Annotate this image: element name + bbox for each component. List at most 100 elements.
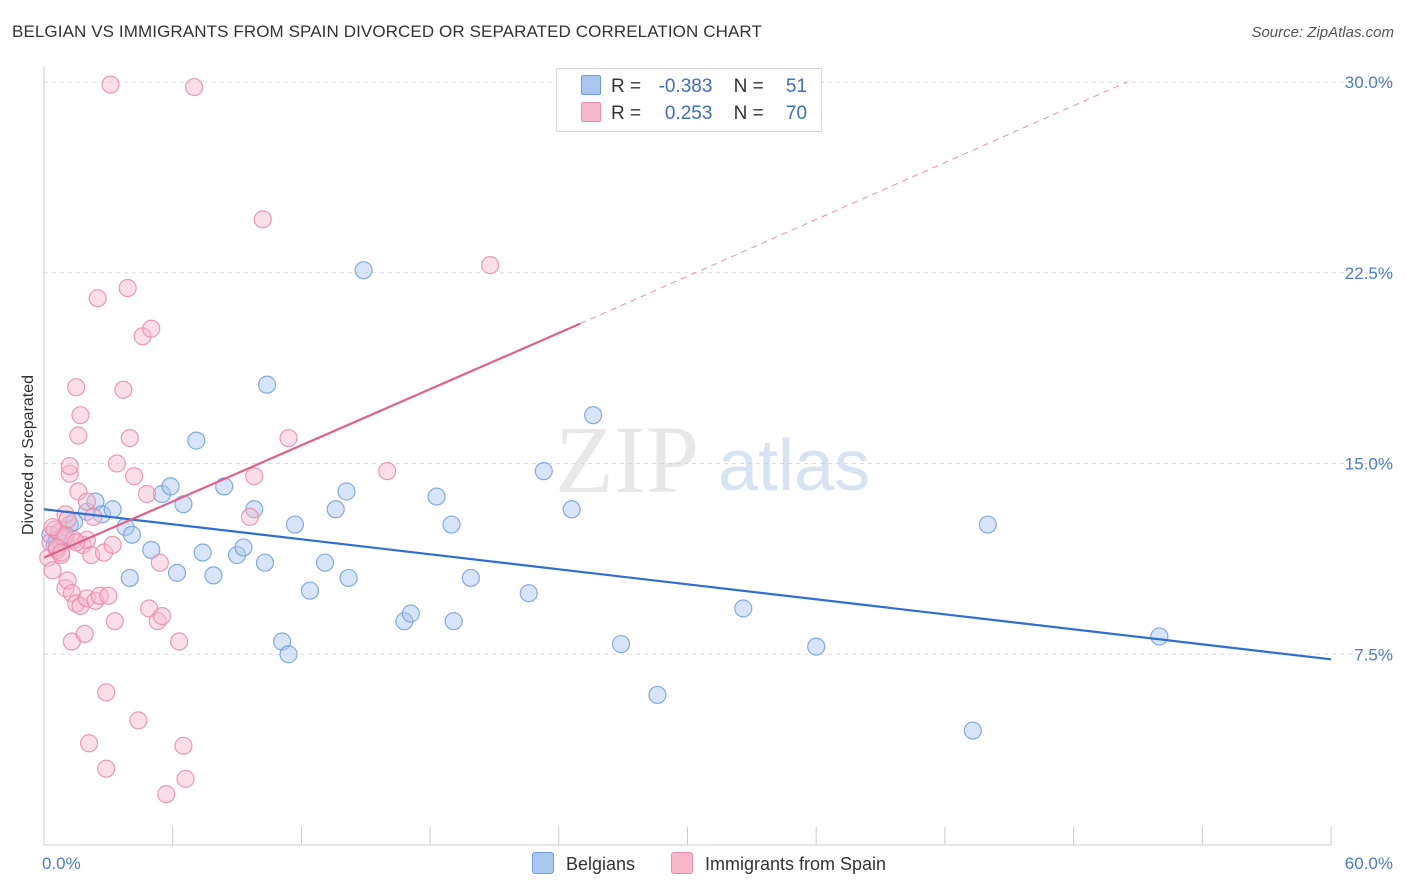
spain-point	[129, 711, 148, 730]
belgians-point	[963, 721, 982, 740]
belgians-point	[534, 462, 553, 481]
spain-point	[71, 406, 90, 425]
trend-lines	[43, 81, 1332, 661]
spain-point	[114, 380, 133, 399]
legend-r-label: R =	[611, 103, 642, 124]
bottom-legend-swatch-belgians	[532, 852, 554, 874]
legend-swatch-spain	[581, 102, 601, 122]
legend-n-value: 70	[785, 103, 808, 124]
belgians-point	[257, 375, 277, 394]
legend-row-belgians: R = -0.383 N = 51	[581, 75, 807, 101]
spain-point	[103, 535, 122, 554]
belgians-point	[227, 545, 247, 565]
spain-point	[67, 378, 86, 397]
spain-point	[124, 467, 144, 486]
belgians-point	[611, 634, 631, 654]
legend-r-label: R =	[611, 76, 642, 97]
bottom-legend-swatch-spain	[671, 852, 693, 874]
belgians-point	[120, 568, 139, 588]
belgians-point	[734, 599, 753, 618]
belgians-point	[255, 553, 275, 572]
legend-n-label: N =	[733, 103, 764, 124]
y-axis-label: Divorced or Separated	[20, 375, 37, 535]
legend-n-value: 51	[785, 76, 808, 97]
spain-point	[43, 561, 62, 580]
y-tick-label: 7.5%	[1354, 645, 1393, 664]
spain-point	[157, 785, 176, 804]
spain-point	[97, 683, 116, 702]
belgians-point	[807, 637, 826, 656]
belgians-point	[193, 543, 212, 562]
belgians-point	[326, 500, 345, 519]
spain-point	[69, 426, 88, 445]
spain-point	[60, 464, 79, 483]
spain-point	[79, 734, 99, 753]
y-tick-label: 22.5%	[1345, 264, 1393, 283]
legend-swatch-belgians	[581, 75, 601, 95]
spain-point	[101, 75, 120, 94]
belgians-point	[978, 515, 997, 534]
belgians-point	[315, 553, 335, 572]
bottom-legend-spain: Immigrants from Spain	[671, 852, 886, 875]
spain-point	[67, 533, 86, 552]
spain-point	[99, 586, 118, 605]
spain-point	[88, 289, 107, 308]
spain-trend-line	[43, 322, 581, 559]
belgians-point	[354, 261, 373, 280]
belgians-point	[401, 604, 420, 623]
source-label: Source: ZipAtlas.com	[1251, 24, 1394, 41]
spain-point	[137, 484, 157, 504]
spain-point	[120, 428, 139, 448]
belgians-point	[648, 685, 667, 705]
belgians-point	[161, 477, 180, 496]
watermark-zip: ZIP	[555, 406, 699, 513]
belgians-point	[339, 568, 358, 588]
belgians-trend-line	[43, 508, 1332, 661]
spain-point	[43, 517, 62, 537]
spain-point	[253, 210, 272, 229]
spain-point	[97, 759, 116, 778]
spain-point	[77, 492, 97, 511]
belgians-point	[167, 563, 187, 582]
belgians-point	[584, 406, 603, 425]
belgians-point	[142, 540, 161, 560]
x-tick-label: 0.0%	[42, 854, 81, 873]
legend-n-label: N =	[733, 76, 764, 97]
legend-r-value: 0.253	[664, 103, 713, 124]
watermark: ZIP atlas	[555, 406, 870, 513]
axes	[43, 66, 1332, 846]
spain-point	[170, 632, 189, 651]
spain-point	[142, 319, 161, 338]
belgians-point	[285, 515, 305, 534]
belgians-point	[427, 487, 446, 506]
belgians-point	[519, 584, 538, 603]
correlation-legend: R = -0.383 N = 51 R = 0.253 N = 70	[556, 68, 822, 132]
spain-point	[75, 624, 94, 644]
spain-point	[481, 256, 500, 275]
spain-point	[245, 467, 264, 486]
belgians-point	[103, 500, 122, 519]
chart-title: BELGIAN VS IMMIGRANTS FROM SPAIN DIVORCE…	[12, 22, 762, 41]
belgians-point	[337, 482, 356, 501]
belgians-point	[300, 581, 320, 600]
spain-point	[240, 507, 260, 527]
bottom-legend-belgians: Belgians	[532, 852, 635, 875]
bottom-legend-label-spain: Immigrants from Spain	[705, 854, 887, 874]
belgians-point	[1150, 627, 1169, 646]
x-tick-label: 60.0%	[1345, 854, 1393, 873]
belgians-point	[444, 612, 463, 631]
belgians-point	[187, 431, 206, 450]
legend-row-spain: R = 0.253 N = 70	[581, 102, 807, 128]
bottom-legend-label-belgians: Belgians	[566, 854, 636, 874]
belgians-point	[204, 566, 223, 585]
y-tick-label: 30.0%	[1345, 73, 1393, 92]
spain-point	[378, 462, 397, 481]
spain-point	[150, 553, 169, 572]
watermark-atlas: atlas	[718, 426, 870, 506]
spain-point	[174, 736, 193, 755]
spain-point	[107, 454, 127, 473]
belgians-point	[395, 612, 414, 631]
tick-labels: 7.5% 15.0% 22.5% 30.0% 0.0% 60.0%	[42, 73, 1393, 873]
belgians-point	[461, 568, 480, 588]
